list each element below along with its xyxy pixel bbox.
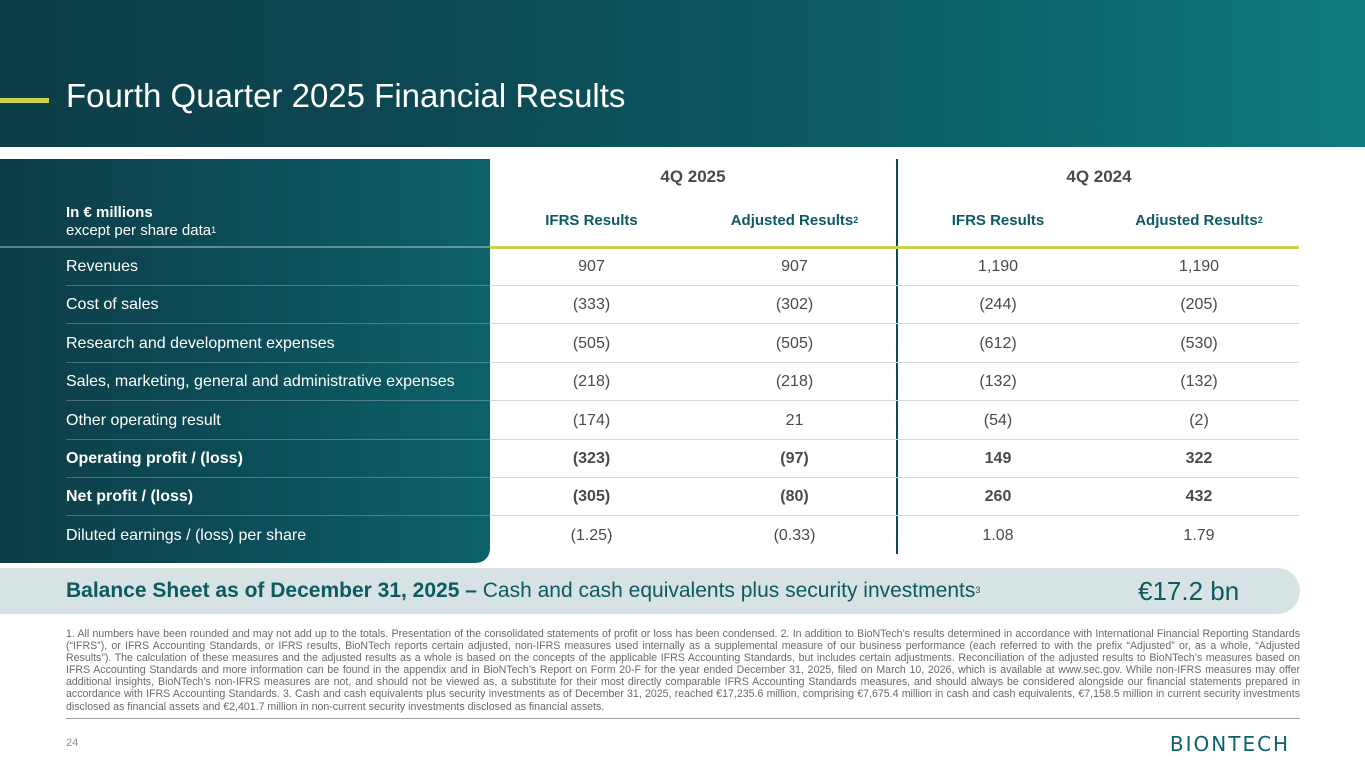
row-label: Net profit / (loss) <box>66 488 194 506</box>
row-separator <box>490 477 1299 478</box>
balance-sheet-bar: Balance Sheet as of December 31, 2025 – … <box>0 568 1300 614</box>
table-cell: (132) <box>979 373 1017 391</box>
table-row: Cost of sales (333) (302) (244) (205) <box>0 286 1300 325</box>
header-banner <box>0 0 1365 147</box>
balance-sheet-value: €17.2 bn <box>1138 576 1240 606</box>
table-cell: 260 <box>984 488 1012 506</box>
table-cell: (97) <box>780 450 809 467</box>
svg-text:BIONTECH: BIONTECH <box>1170 733 1290 755</box>
table-cell: (2) <box>1189 411 1209 429</box>
table-cell: (612) <box>979 334 1017 352</box>
footer-rule <box>66 718 1300 719</box>
row-label: Revenues <box>66 258 139 275</box>
footnotes: 1. All numbers have been rounded and may… <box>66 628 1300 713</box>
row-separator-left <box>66 477 490 478</box>
row-separator <box>490 323 1299 325</box>
column-header-ifrs-2025: IFRS Results <box>545 212 638 229</box>
column-header-ifrs-2024: IFRS Results <box>951 212 1045 229</box>
table-cell: (132) <box>1180 373 1218 391</box>
row-separator-left <box>66 515 490 517</box>
row-label: Operating profit / (loss) <box>66 450 243 467</box>
row-label: Diluted earnings / (loss) per share <box>66 526 307 544</box>
row-separator-left <box>66 361 490 363</box>
column-header-adjusted-2025: Adjusted Results2 <box>730 212 859 229</box>
table-cell: (1.25) <box>570 526 613 544</box>
table-cell: 1.08 <box>982 526 1014 544</box>
page-number: 24 <box>66 737 79 749</box>
units-line-1: In € millions <box>66 204 153 221</box>
table-cell: (323) <box>572 450 611 467</box>
table-row: Diluted earnings / (loss) per share (1.25… <box>0 517 1300 555</box>
table-cell: (244) <box>979 296 1017 314</box>
table-cell: (218) <box>572 373 611 391</box>
table-cell: 907 <box>781 258 808 275</box>
table-cell: (0.33) <box>773 526 816 544</box>
table-row: Operating profit / (loss) (323) (97) 149 322 <box>0 440 1300 478</box>
units-line-2: except per share data <box>66 222 212 239</box>
units-label: In € millions except per share data1 <box>66 204 216 240</box>
table-cell: 907 <box>578 258 605 275</box>
table-cell: (205) <box>1180 296 1218 314</box>
column-header-adjusted-2024: Adjusted Results2 <box>1135 212 1263 229</box>
group-header-4q2024: 4Q 2024 <box>1066 167 1132 186</box>
row-separator <box>490 285 1299 286</box>
table-cell: (505) <box>775 334 814 352</box>
table-cell: (80) <box>780 488 809 506</box>
table-row: Net profit / (loss) (305) (80) 260 432 <box>0 478 1300 517</box>
group-header-4q2025: 4Q 2025 <box>660 167 726 186</box>
table-cell: (218) <box>775 373 814 391</box>
table-cell: (530) <box>1180 334 1218 352</box>
table-cell: (54) <box>983 411 1013 429</box>
table-cell: 1,190 <box>1178 258 1220 275</box>
table-cell: (174) <box>572 411 611 429</box>
table-row: Revenues 907 907 1,190 1,190 <box>0 248 1300 286</box>
row-labels-panel <box>0 159 490 563</box>
table-cell: 1.79 <box>1183 526 1215 544</box>
row-label: Research and development expenses <box>66 334 335 352</box>
table-cell: (505) <box>572 334 611 352</box>
table-cell: 432 <box>1185 488 1213 506</box>
table-row: Sales, marketing, general and administra… <box>0 363 1300 402</box>
table-cell: 1,190 <box>977 258 1019 275</box>
units-footnote-ref: 1 <box>211 225 217 235</box>
table-row: Other operating result (174) 21 (54) (2) <box>0 402 1300 440</box>
page-title: Fourth Quarter 2025 Financial Results <box>66 77 626 114</box>
row-separator <box>490 515 1299 517</box>
row-separator-left <box>66 285 490 286</box>
header-rule <box>490 246 1299 249</box>
row-label: Sales, marketing, general and administra… <box>66 373 455 391</box>
biontech-logo: BIONTECH <box>1170 733 1290 755</box>
row-separator <box>490 438 1299 440</box>
table-row: Research and development expenses (505) (5… <box>0 325 1300 363</box>
row-separator <box>490 361 1299 363</box>
table-cell: 21 <box>785 411 804 429</box>
table-cell: (333) <box>572 296 611 314</box>
table-cell: (305) <box>572 488 611 506</box>
balance-sheet-label: Balance Sheet as of December 31, 2025 – … <box>66 579 981 602</box>
header-rule-left <box>0 246 490 248</box>
table-cell: 322 <box>1185 450 1213 467</box>
row-separator-left <box>66 400 490 402</box>
row-label: Other operating result <box>66 411 221 429</box>
table-cell: (302) <box>775 296 814 314</box>
row-separator <box>490 400 1299 402</box>
row-label: Cost of sales <box>66 296 159 314</box>
row-separator-left <box>66 323 490 325</box>
title-accent-bar <box>0 98 49 103</box>
table-cell: 149 <box>984 450 1012 467</box>
row-separator-left <box>66 438 490 440</box>
period-divider <box>896 159 898 554</box>
